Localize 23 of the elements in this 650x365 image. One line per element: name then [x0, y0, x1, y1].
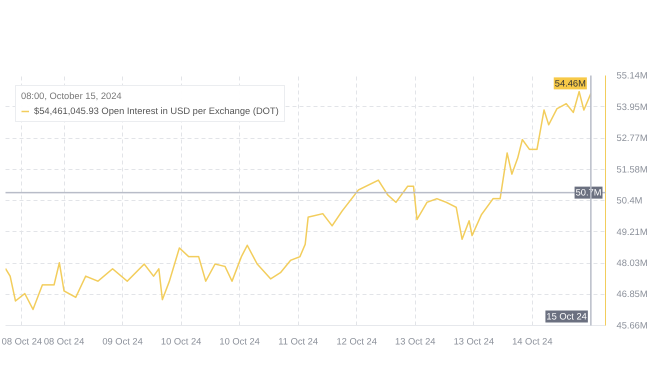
y-tick-label: 53.95M: [616, 102, 648, 112]
ref-line-label: 15 Oct 24: [546, 312, 587, 322]
x-tick-label: 10 Oct 24: [219, 336, 260, 346]
x-tick-label: 13 Oct 24: [395, 336, 436, 346]
y-tick-label: 50.4M: [616, 196, 642, 206]
x-tick-label: 10 Oct 24: [160, 336, 202, 346]
annotation: 54.46M: [554, 78, 586, 88]
x-tick-label: 08 Oct 24: [2, 336, 42, 346]
x-tick-label: 13 Oct 24: [454, 336, 494, 346]
legend-label: $54,461,045.93 Open Interest in USD per Exchange (DOT): [34, 106, 279, 116]
x-tick-label: 11 Oct 24: [278, 336, 318, 346]
y-tick-label: 46.85M: [616, 289, 648, 300]
legend-title: 08:00, October 15, 2024: [21, 91, 123, 101]
y-tick-label: 48.03M: [616, 258, 648, 268]
x-tick-label: 08 Oct 24: [44, 336, 84, 346]
y-tick-label: 52.77M: [616, 133, 648, 143]
x-tick-label: 14 Oct 24: [512, 336, 553, 346]
y-tick-label: 45.66M: [616, 320, 648, 330]
y-tick-label: 55.14M: [616, 70, 648, 80]
x-tick-label: 12 Oct 24: [336, 336, 377, 346]
y-tick-label: 49.21M: [616, 226, 648, 237]
y-tick-label: 51.58M: [616, 164, 648, 174]
x-tick-label: 09 Oct 24: [102, 336, 143, 346]
